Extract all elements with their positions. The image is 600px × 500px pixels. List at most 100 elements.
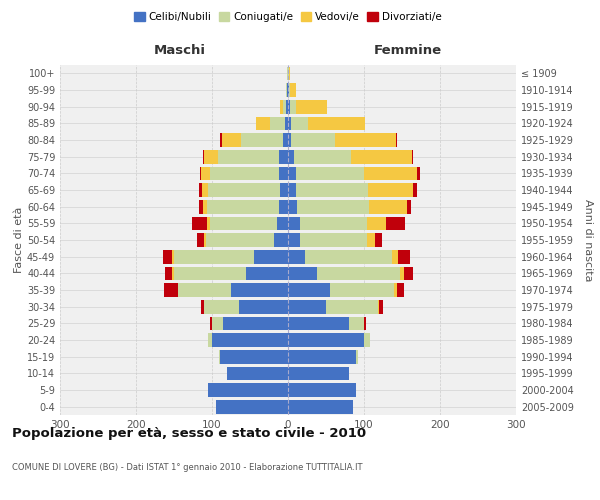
Bar <box>377 300 379 314</box>
Bar <box>246 266 288 280</box>
Bar <box>300 233 367 247</box>
Bar <box>351 150 412 164</box>
Bar <box>364 166 417 180</box>
Bar <box>296 166 364 180</box>
Bar <box>412 150 413 164</box>
Bar <box>212 316 223 330</box>
Bar <box>283 133 288 147</box>
Bar <box>254 250 288 264</box>
Bar <box>210 216 277 230</box>
Bar <box>287 66 288 80</box>
Bar <box>205 300 239 314</box>
Bar <box>279 166 288 180</box>
Bar <box>356 350 358 364</box>
Bar <box>417 166 420 180</box>
Bar <box>367 216 386 230</box>
Bar <box>165 266 172 280</box>
Bar <box>296 100 327 114</box>
Bar <box>241 133 283 147</box>
Bar <box>220 350 288 364</box>
Bar <box>294 150 351 164</box>
Bar <box>208 333 212 347</box>
Bar <box>413 183 417 197</box>
Bar <box>296 183 368 197</box>
Bar <box>400 266 404 280</box>
Bar <box>227 366 288 380</box>
Bar <box>330 283 394 297</box>
Bar <box>288 66 289 80</box>
Bar <box>288 116 291 130</box>
Bar <box>208 383 288 397</box>
Text: Maschi: Maschi <box>154 44 206 58</box>
Bar <box>178 283 231 297</box>
Bar <box>379 300 383 314</box>
Bar <box>290 83 296 97</box>
Bar <box>404 266 413 280</box>
Bar <box>222 133 241 147</box>
Bar <box>317 266 400 280</box>
Bar <box>288 150 294 164</box>
Bar <box>200 300 205 314</box>
Bar <box>199 183 202 197</box>
Bar <box>288 283 330 297</box>
Bar <box>368 183 413 197</box>
Bar <box>211 316 212 330</box>
Bar <box>290 100 296 114</box>
Bar <box>396 133 397 147</box>
Bar <box>287 83 288 97</box>
Bar <box>288 200 297 213</box>
Bar <box>326 300 377 314</box>
Bar <box>286 100 288 114</box>
Bar <box>289 66 290 80</box>
Bar <box>370 200 407 213</box>
Bar <box>288 100 290 114</box>
Bar <box>256 116 270 130</box>
Y-axis label: Anni di nascita: Anni di nascita <box>583 198 593 281</box>
Bar <box>208 183 280 197</box>
Bar <box>308 116 365 130</box>
Bar <box>386 216 405 230</box>
Bar <box>216 400 288 413</box>
Bar <box>374 233 382 247</box>
Bar <box>288 333 364 347</box>
Bar <box>192 216 208 230</box>
Bar <box>202 183 208 197</box>
Bar <box>288 266 317 280</box>
Bar <box>172 266 174 280</box>
Bar <box>174 266 246 280</box>
Bar <box>202 166 211 180</box>
Bar <box>288 183 296 197</box>
Bar <box>285 116 288 130</box>
Bar <box>349 316 364 330</box>
Legend: Celibi/Nubili, Coniugati/e, Vedovi/e, Divorziati/e: Celibi/Nubili, Coniugati/e, Vedovi/e, Di… <box>130 8 446 26</box>
Bar <box>274 233 288 247</box>
Bar <box>398 250 410 264</box>
Text: COMUNE DI LOVERE (BG) - Dati ISTAT 1° gennaio 2010 - Elaborazione TUTTITALIA.IT: COMUNE DI LOVERE (BG) - Dati ISTAT 1° ge… <box>12 462 362 471</box>
Bar <box>288 233 300 247</box>
Bar <box>212 333 288 347</box>
Bar <box>392 250 398 264</box>
Y-axis label: Fasce di età: Fasce di età <box>14 207 24 273</box>
Bar <box>280 183 288 197</box>
Bar <box>197 233 205 247</box>
Bar <box>279 200 288 213</box>
Bar <box>291 133 335 147</box>
Text: Femmine: Femmine <box>374 44 442 58</box>
Bar <box>205 150 218 164</box>
Bar <box>283 100 286 114</box>
Bar <box>206 200 279 213</box>
Bar <box>163 250 172 264</box>
Bar <box>288 400 353 413</box>
Bar <box>203 150 205 164</box>
Bar <box>300 216 367 230</box>
Bar <box>203 200 206 213</box>
Bar <box>288 133 291 147</box>
Bar <box>288 216 300 230</box>
Bar <box>367 233 374 247</box>
Bar <box>288 366 349 380</box>
Text: Popolazione per età, sesso e stato civile - 2010: Popolazione per età, sesso e stato civil… <box>12 428 366 440</box>
Bar <box>288 350 356 364</box>
Bar <box>231 283 288 297</box>
Bar <box>164 283 178 297</box>
Bar <box>218 150 279 164</box>
